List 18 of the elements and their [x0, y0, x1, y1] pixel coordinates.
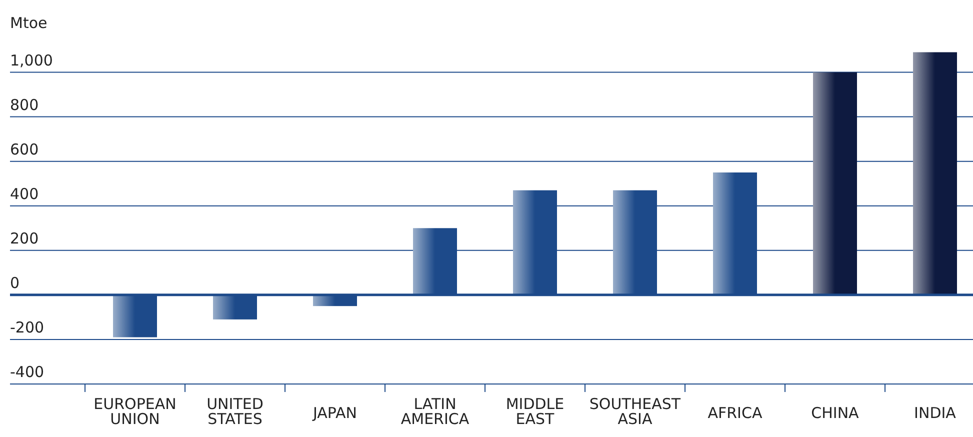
y-tick-label: -200 — [10, 318, 44, 336]
y-axis-title: Mtoe — [10, 14, 48, 32]
y-tick-label: 200 — [10, 229, 39, 248]
x-tick-label: EUROPEAN UNION — [94, 395, 176, 428]
y-tick-label: 600 — [10, 140, 39, 158]
y-tick-label: 1,000 — [10, 51, 53, 70]
x-tick-label: INDIA — [914, 404, 957, 422]
y-tick-label: 800 — [10, 96, 39, 114]
x-tick-label: SOUTHEAST ASIA — [589, 395, 682, 428]
x-tick-label: AFRICA — [708, 404, 763, 422]
y-tick-label: 0 — [10, 274, 20, 292]
x-tick-label: JAPAN — [312, 404, 357, 422]
y-tick-label: 400 — [10, 184, 39, 203]
x-tick-label: MIDDLE EAST — [506, 395, 564, 428]
y-tick-label: -400 — [10, 363, 44, 381]
x-tick-label: CHINA — [811, 404, 860, 422]
x-tick-label: UNITED STATES — [206, 395, 264, 428]
x-tick-label: LATIN AMERICA — [400, 395, 470, 428]
